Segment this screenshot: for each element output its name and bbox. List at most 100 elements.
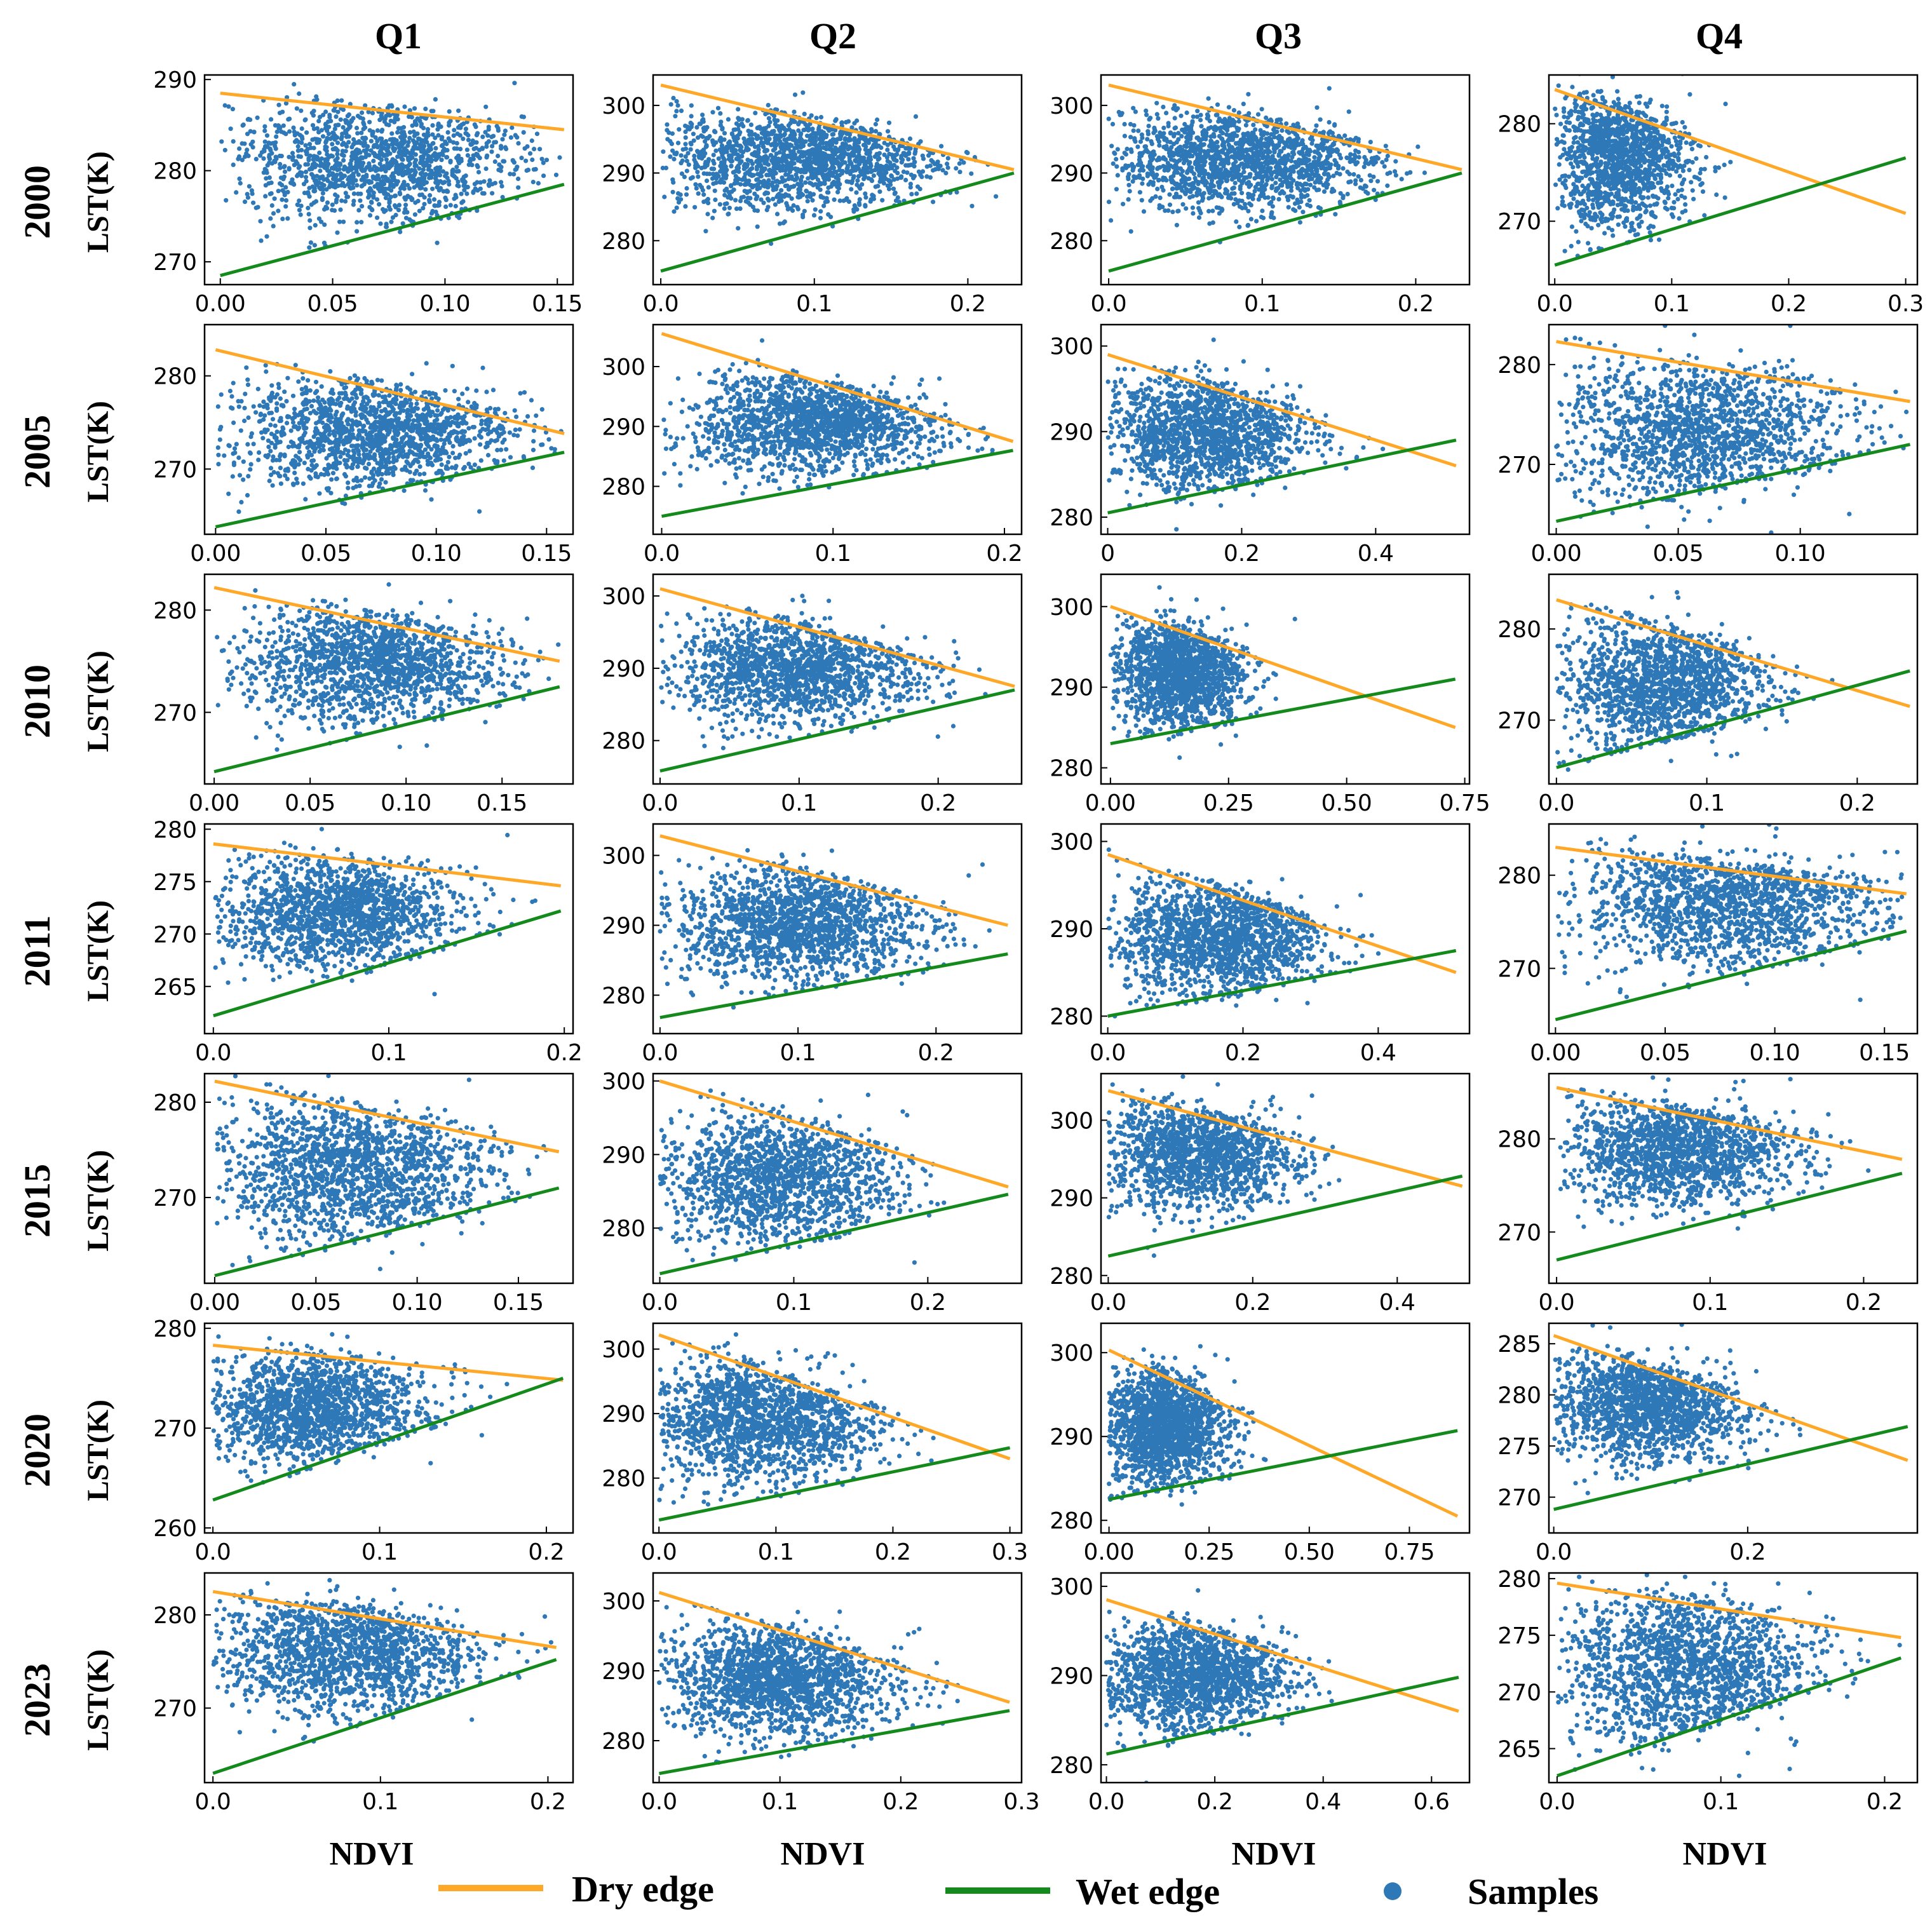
sample-point <box>876 158 881 162</box>
x-tick-label: 0.2 <box>1398 291 1434 317</box>
sample-point <box>736 144 741 148</box>
sample-point <box>1206 188 1211 192</box>
sample-point <box>344 119 349 123</box>
sample-point <box>954 166 958 170</box>
sample-point <box>1351 172 1356 177</box>
sample-point <box>294 159 298 163</box>
sample-point <box>891 144 896 149</box>
sample-point <box>291 181 295 186</box>
sample-point <box>720 150 725 154</box>
sample-point <box>755 224 760 229</box>
sample-point <box>1232 202 1236 206</box>
sample-point <box>1665 104 1669 109</box>
sample-point <box>700 112 705 117</box>
sample-point <box>693 163 698 168</box>
sample-point <box>1342 133 1347 138</box>
sample-point <box>666 130 671 135</box>
sample-point <box>1173 126 1177 130</box>
sample-point <box>1151 180 1156 185</box>
sample-point <box>757 147 761 152</box>
sample-point <box>355 229 359 234</box>
sample-point <box>368 148 373 152</box>
sample-point <box>1314 169 1319 173</box>
sample-point <box>720 165 725 170</box>
sample-point <box>291 126 295 130</box>
sample-point <box>1109 144 1114 148</box>
sample-point <box>1259 215 1264 219</box>
sample-point <box>820 181 824 186</box>
sample-point <box>374 135 378 140</box>
sample-point <box>483 105 488 109</box>
sample-point <box>276 103 281 107</box>
sample-point <box>752 208 757 213</box>
sample-point <box>1170 210 1175 214</box>
sample-point <box>799 168 804 172</box>
sample-point <box>1675 197 1680 201</box>
sample-point <box>313 243 317 247</box>
sample-point <box>882 181 886 186</box>
sample-point <box>816 168 821 172</box>
sample-point <box>432 197 436 201</box>
column-title-q2: Q2 <box>809 15 856 57</box>
sample-point <box>314 181 318 186</box>
row-title-2023: 2023 <box>17 1663 58 1737</box>
sample-point <box>1292 152 1296 156</box>
sample-point <box>1112 151 1117 156</box>
sample-point <box>325 200 330 205</box>
sample-point <box>311 173 315 178</box>
sample-point <box>1341 196 1345 200</box>
sample-point <box>382 119 387 124</box>
sample-point <box>705 144 709 149</box>
sample-point <box>1146 132 1151 136</box>
sample-point <box>1611 233 1615 238</box>
sample-point <box>711 182 715 186</box>
sample-point <box>1172 132 1177 136</box>
sample-point <box>722 131 727 135</box>
sample-point <box>332 108 337 112</box>
sample-point <box>797 138 802 143</box>
sample-point <box>269 117 273 121</box>
sample-point <box>1189 125 1193 130</box>
sample-point <box>383 142 388 146</box>
sample-point <box>1163 208 1167 213</box>
sample-point <box>931 199 935 204</box>
sample-point <box>422 202 426 206</box>
sample-point <box>297 91 301 96</box>
sample-point <box>478 187 483 191</box>
sample-point <box>355 131 360 135</box>
y-tick-label: 280 <box>1050 229 1093 255</box>
sample-point <box>1304 152 1309 156</box>
sample-point <box>466 185 470 189</box>
sample-point <box>1168 130 1173 135</box>
sample-point <box>789 144 794 148</box>
sample-point <box>821 130 826 135</box>
sample-point <box>1689 180 1693 184</box>
sample-point <box>1618 214 1622 219</box>
sample-point <box>422 195 427 199</box>
sample-point <box>705 212 710 216</box>
sample-point <box>729 163 734 168</box>
sample-point <box>384 225 389 229</box>
sample-point <box>718 111 722 116</box>
sample-point <box>1220 158 1225 162</box>
sample-point <box>254 206 259 210</box>
sample-point <box>231 107 235 111</box>
sample-point <box>957 170 962 174</box>
sample-point <box>468 159 472 163</box>
sample-point <box>412 106 417 111</box>
sample-point <box>443 196 447 200</box>
sample-point <box>750 166 754 170</box>
sample-point <box>1111 161 1116 166</box>
sample-point <box>1380 160 1384 165</box>
sample-point <box>818 216 823 220</box>
sample-point <box>1284 121 1288 126</box>
sample-point <box>1191 205 1195 210</box>
sample-point <box>799 183 804 187</box>
sample-point <box>1202 149 1206 154</box>
sample-point <box>340 152 344 157</box>
sample-point <box>1140 181 1144 186</box>
sample-point <box>741 137 746 141</box>
sample-point <box>1234 219 1238 224</box>
sample-point <box>863 195 868 199</box>
sample-point <box>330 154 335 158</box>
